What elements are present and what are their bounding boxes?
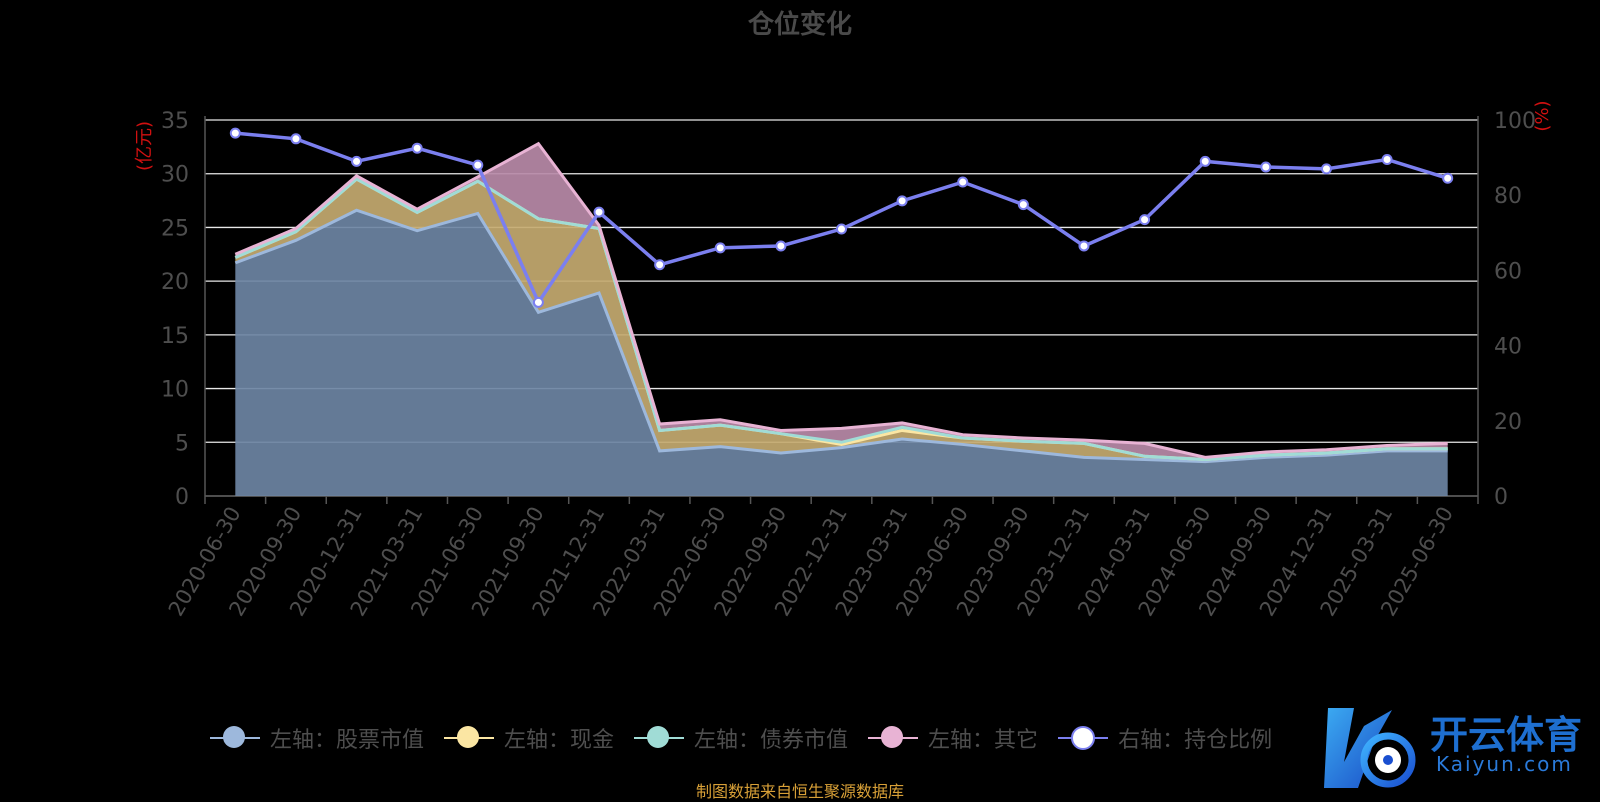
legend-item-bond[interactable]: 左轴：债券市值 xyxy=(634,722,848,754)
left-axis-tick-label: 15 xyxy=(161,324,189,349)
ratio-point xyxy=(1139,214,1151,226)
chart-legend: 左轴：股票市值 左轴：现金 左轴：债券市值 左轴：其它 右轴：持仓比例 xyxy=(210,722,1272,754)
source-note: 制图数据来自恒生聚源数据库 xyxy=(695,782,904,801)
legend-symbol-bond xyxy=(634,725,685,751)
area-line-bond xyxy=(234,177,1448,461)
watermark-text: 开云体育 xyxy=(1430,713,1583,757)
left-axis-unit: (亿元) xyxy=(134,121,155,171)
ball-logo-icon xyxy=(1324,708,1416,788)
ratio-point xyxy=(896,195,908,207)
legend-item-cash[interactable]: 左轴：现金 xyxy=(444,722,614,754)
right-axis-tick-label: 80 xyxy=(1494,184,1522,209)
right-axis-tick-label: 100 xyxy=(1494,109,1536,134)
ratio-point xyxy=(775,240,787,252)
ratio-point xyxy=(1260,161,1272,173)
right-axis-tick-label: 60 xyxy=(1494,259,1522,284)
chart-title: 仓位变化 xyxy=(747,10,852,40)
left-axis-tick-label: 35 xyxy=(161,109,189,134)
right-axis-tick-label: 40 xyxy=(1494,335,1522,360)
ratio-point xyxy=(472,159,484,171)
ratio-point xyxy=(351,155,363,167)
ratio-point xyxy=(1017,199,1029,211)
ratio-point xyxy=(229,127,241,139)
watermark-subtext: Kaiyun.com xyxy=(1436,752,1573,776)
left-axis-tick-label: 30 xyxy=(161,163,189,188)
left-axis-tick-label: 20 xyxy=(161,270,189,295)
ratio-point xyxy=(411,142,423,154)
legend-label-bond: 左轴：债券市值 xyxy=(694,728,849,753)
ratio-point xyxy=(1442,172,1454,184)
ratio-point xyxy=(1078,240,1090,252)
ratio-point xyxy=(290,133,302,145)
left-axis-tick-label: 25 xyxy=(161,216,189,241)
right-axis-tick-label: 0 xyxy=(1494,485,1508,510)
legend-label-stock: 左轴：股票市值 xyxy=(270,728,425,753)
legend-item-stock[interactable]: 左轴：股票市值 xyxy=(210,722,424,754)
legend-symbol-other xyxy=(868,725,919,751)
area-line-stock xyxy=(234,208,1448,464)
left-axis-tick-label: 10 xyxy=(161,378,189,403)
ratio-point xyxy=(836,223,847,235)
left-axis-tick-label: 5 xyxy=(175,431,189,456)
legend-label-other: 左轴：其它 xyxy=(928,728,1039,753)
left-axis-tick-label: 0 xyxy=(175,485,189,510)
ratio-point xyxy=(957,176,969,188)
watermark-logo: 开云体育 Kaiyun.com xyxy=(1314,702,1600,800)
legend-item-ratio[interactable]: 右轴：持仓比例 xyxy=(1058,722,1272,754)
ratio-point xyxy=(1199,155,1211,167)
right-axis-tick-label: 20 xyxy=(1494,410,1522,435)
legend-label-ratio: 右轴：持仓比例 xyxy=(1118,728,1273,753)
legend-label-cash: 左轴：现金 xyxy=(504,728,615,753)
ratio-point xyxy=(532,296,544,308)
area-line-other xyxy=(234,141,1448,459)
legend-symbol-cash xyxy=(444,725,495,751)
area-cash xyxy=(235,179,1448,462)
ratio-point xyxy=(1381,153,1393,165)
ratio-point xyxy=(1320,163,1332,175)
ratio-point xyxy=(593,206,605,218)
ratio-point xyxy=(654,259,666,271)
legend-symbol-ratio xyxy=(1058,725,1109,751)
legend-item-other[interactable]: 左轴：其它 xyxy=(868,722,1038,754)
right-axis-unit: (%) xyxy=(1532,100,1553,131)
legend-symbol-stock xyxy=(210,725,260,751)
area-stock xyxy=(235,210,1448,497)
ratio-point xyxy=(714,242,726,254)
